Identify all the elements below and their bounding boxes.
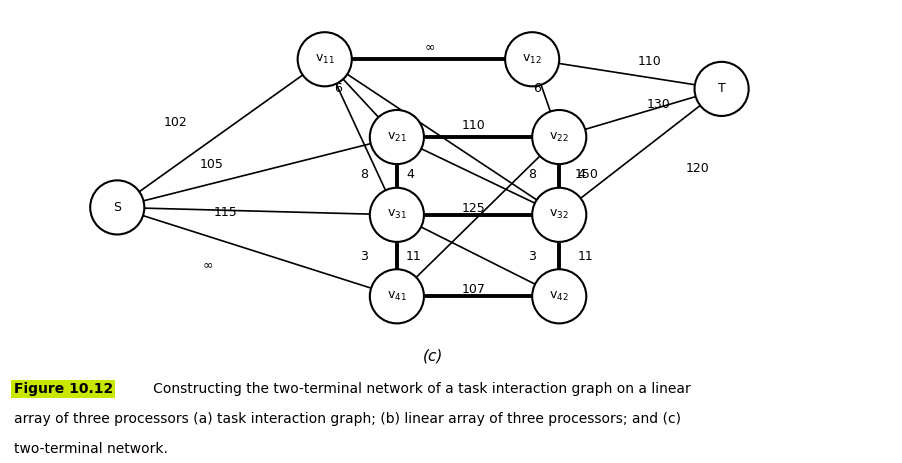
Ellipse shape <box>90 181 144 234</box>
Text: ∞: ∞ <box>424 40 435 53</box>
Text: T: T <box>718 82 725 95</box>
Text: 102: 102 <box>164 116 188 129</box>
Ellipse shape <box>370 110 424 164</box>
Text: v$_{11}$: v$_{11}$ <box>315 53 335 66</box>
Text: two-terminal network.: two-terminal network. <box>14 442 168 456</box>
Text: 6: 6 <box>533 81 540 94</box>
Text: Figure 10.12: Figure 10.12 <box>14 382 113 396</box>
Text: v$_{21}$: v$_{21}$ <box>387 131 407 144</box>
Text: 130: 130 <box>647 98 670 111</box>
Text: 4: 4 <box>577 168 585 181</box>
Text: 115: 115 <box>214 206 237 219</box>
Text: 107: 107 <box>462 283 485 296</box>
Ellipse shape <box>298 32 352 86</box>
Ellipse shape <box>532 110 586 164</box>
Text: v$_{12}$: v$_{12}$ <box>522 53 542 66</box>
Text: 110: 110 <box>462 119 485 132</box>
Text: 6: 6 <box>335 81 342 94</box>
Ellipse shape <box>532 188 586 242</box>
Text: 120: 120 <box>686 162 709 175</box>
Ellipse shape <box>532 269 586 323</box>
Ellipse shape <box>370 269 424 323</box>
Text: v$_{22}$: v$_{22}$ <box>549 131 569 144</box>
Text: v$_{32}$: v$_{32}$ <box>549 208 569 221</box>
Text: 3: 3 <box>360 250 368 263</box>
Text: ∞: ∞ <box>202 258 213 271</box>
Text: 110: 110 <box>638 55 661 68</box>
Text: S: S <box>114 201 121 214</box>
Text: 105: 105 <box>200 158 224 171</box>
Text: 11: 11 <box>577 250 593 263</box>
Text: Constructing the two-terminal network of a task interaction graph on a linear: Constructing the two-terminal network of… <box>140 382 691 396</box>
Text: 11: 11 <box>406 250 421 263</box>
Ellipse shape <box>695 62 749 116</box>
Text: 3: 3 <box>528 250 536 263</box>
Text: 8: 8 <box>528 168 536 181</box>
Text: 125: 125 <box>462 202 485 215</box>
Text: 4: 4 <box>406 168 414 181</box>
Ellipse shape <box>370 188 424 242</box>
Text: v$_{41}$: v$_{41}$ <box>387 290 407 303</box>
Text: v$_{42}$: v$_{42}$ <box>549 290 569 303</box>
Text: 150: 150 <box>575 168 598 181</box>
Text: (c): (c) <box>423 348 443 363</box>
Ellipse shape <box>505 32 559 86</box>
Text: array of three processors (a) task interaction graph; (b) linear array of three : array of three processors (a) task inter… <box>14 412 680 426</box>
Text: v$_{31}$: v$_{31}$ <box>387 208 407 221</box>
Text: 8: 8 <box>360 168 368 181</box>
